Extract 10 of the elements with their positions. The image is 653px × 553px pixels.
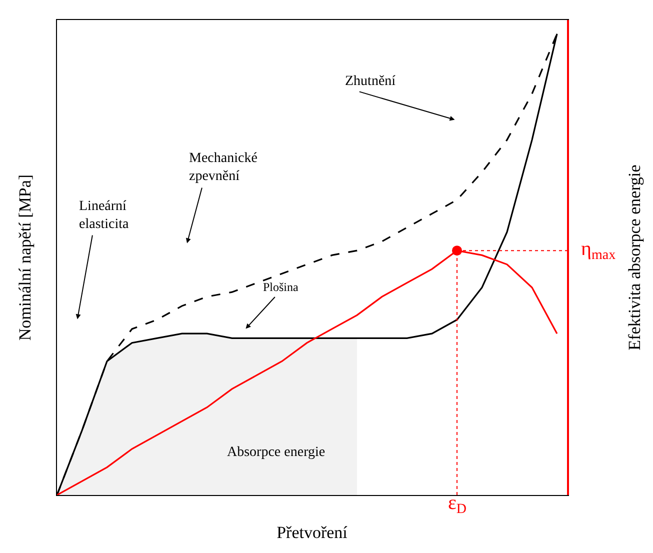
annotation: Zhutnění <box>345 74 396 89</box>
annotation: Absorpce energie <box>227 445 326 460</box>
y-axis-title: Nominální napětí [MPa] <box>16 174 35 341</box>
y2-axis-title: Efektivita absorpce energie <box>624 164 644 350</box>
x-axis-title: Přetvoření <box>276 522 348 542</box>
annotation: ε$_{D}$ <box>448 492 467 518</box>
annotation: Lineární elasticita <box>79 199 130 232</box>
annotation: Plošina <box>263 280 300 294</box>
annotation: Mechanické zpevnění <box>189 151 258 184</box>
text: η$_{max}$ <box>581 238 616 264</box>
